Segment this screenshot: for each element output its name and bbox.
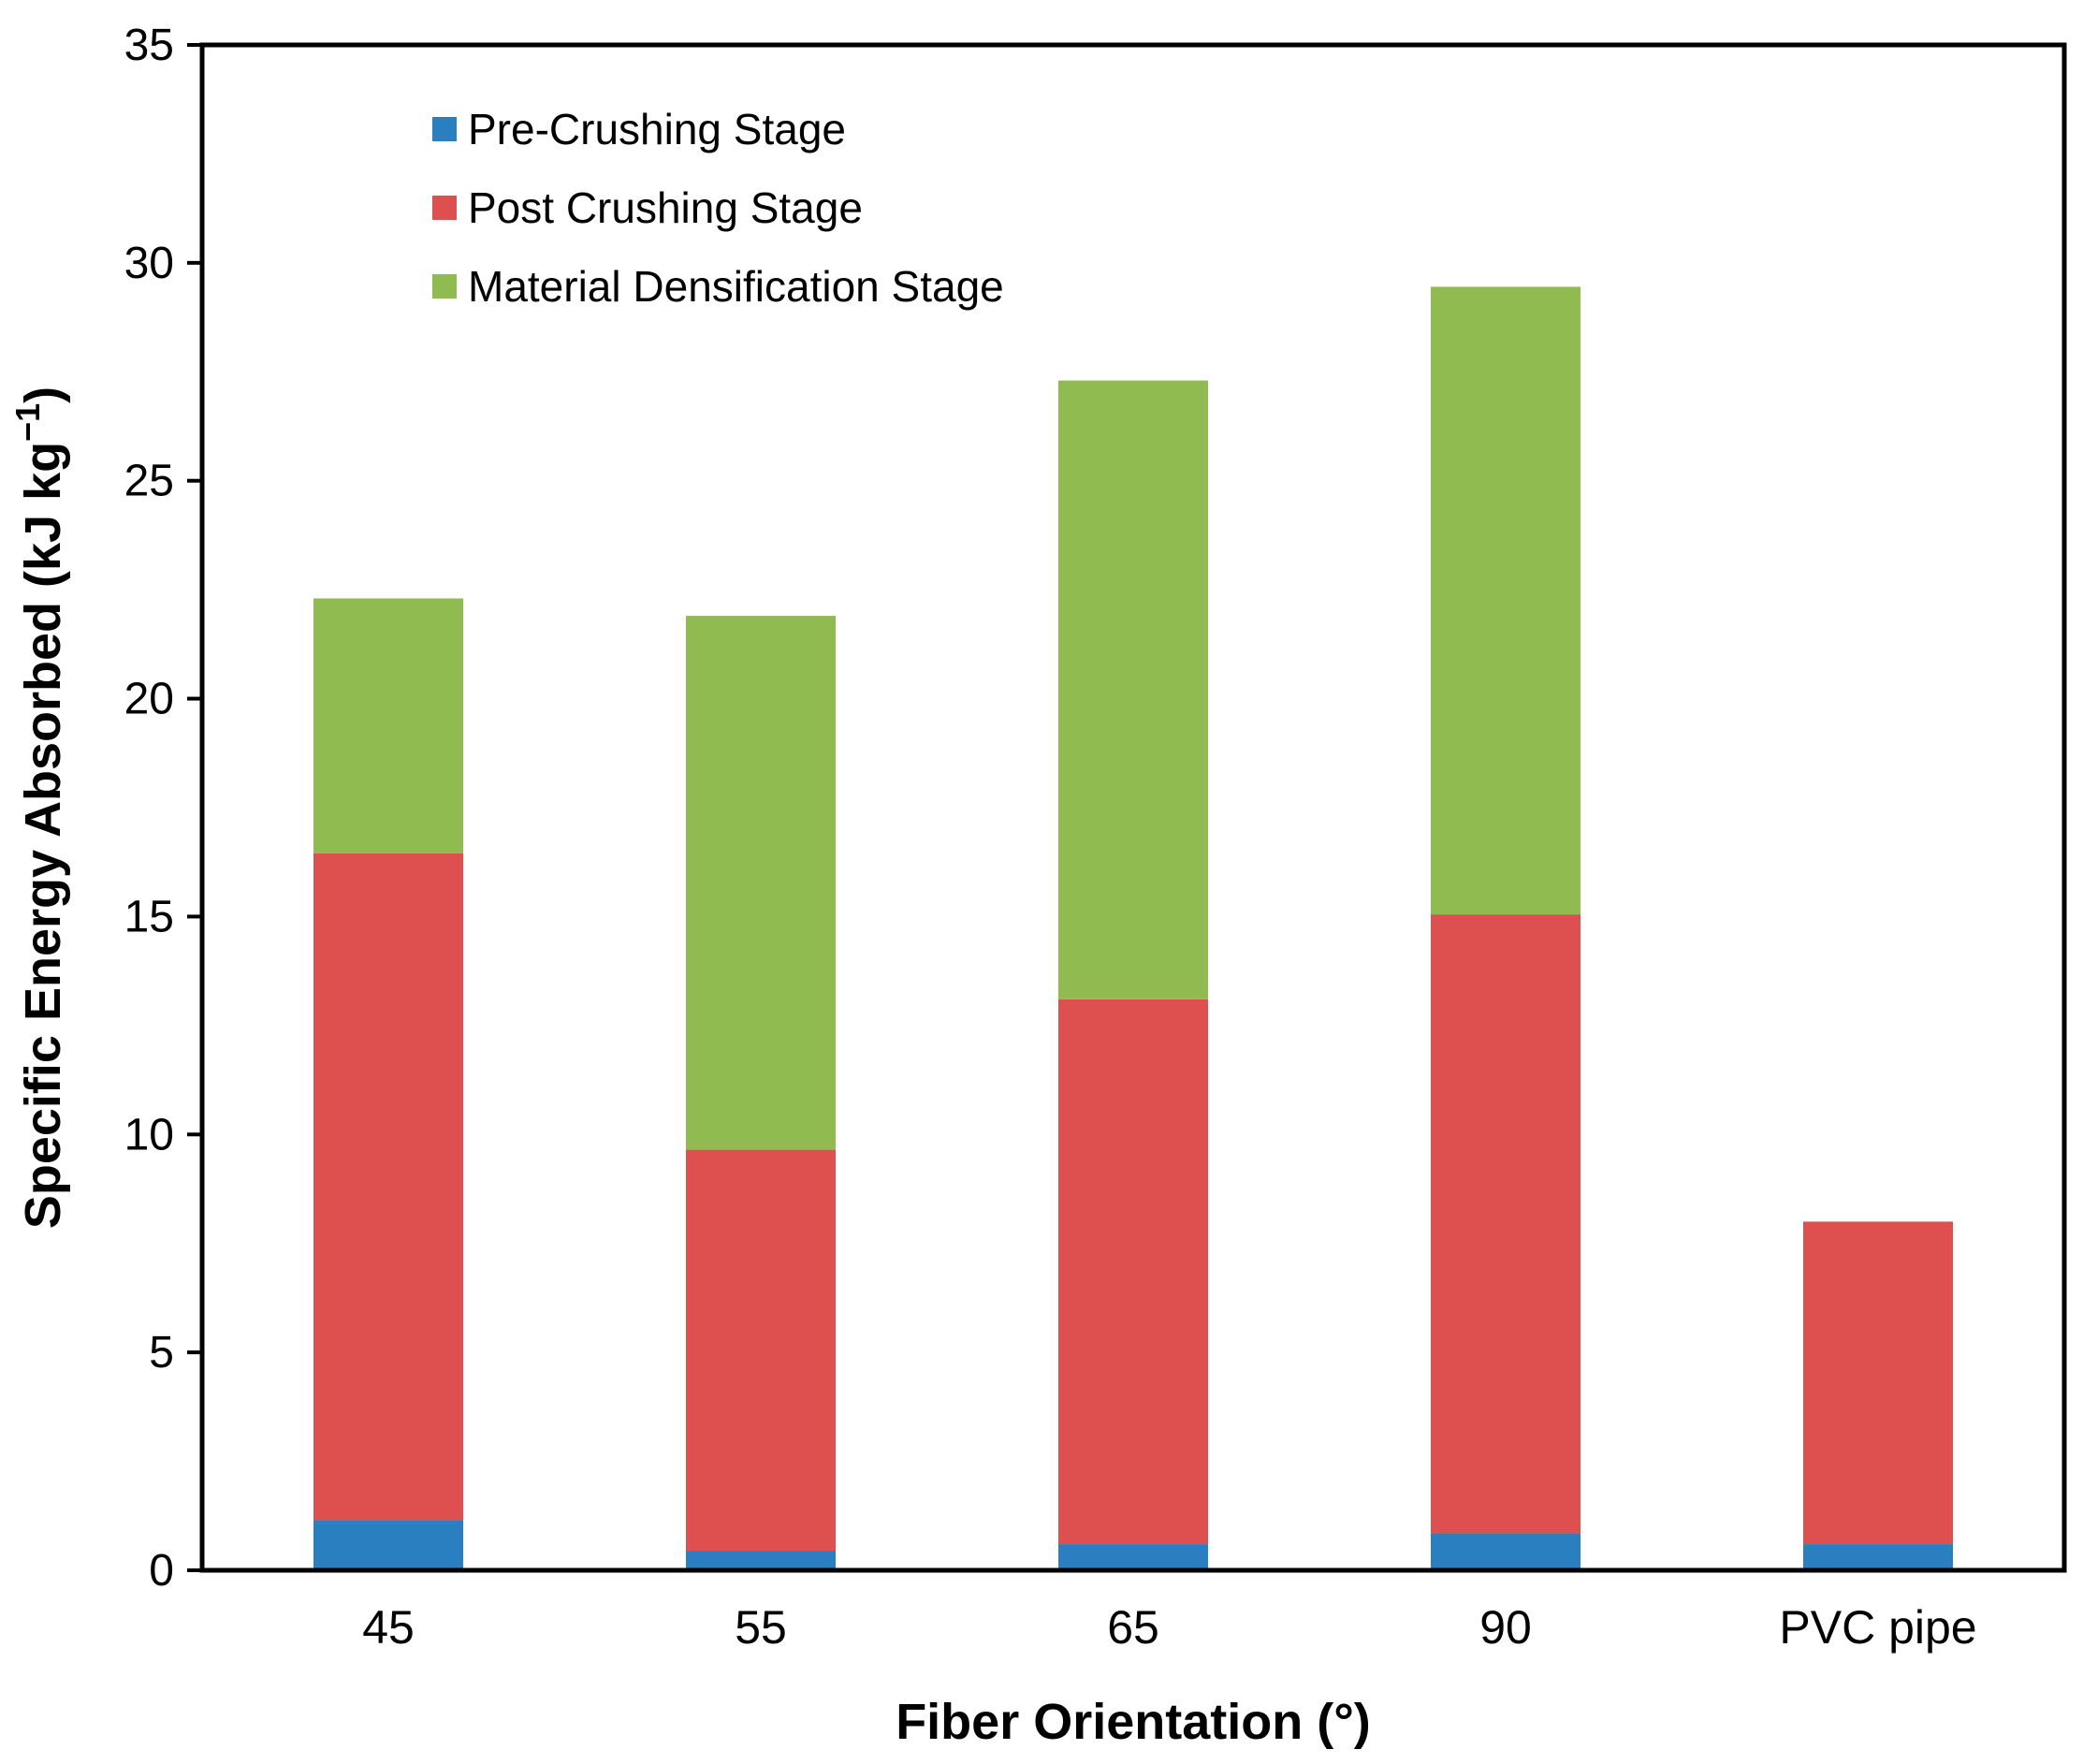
- y-axis-title: Specific Energy Absorbed (kJ kg−1): [8, 386, 71, 1229]
- x-tick-label: PVC pipe: [1779, 1601, 1976, 1654]
- bar-segment: [1058, 1544, 1208, 1570]
- x-axis: 45 55 65 90 PVC pipe: [362, 1601, 1976, 1654]
- bar-segment: [686, 616, 836, 1150]
- bar-segment: [1431, 1533, 1580, 1570]
- y-tick-label: 15: [124, 892, 174, 941]
- x-axis-title: Fiber Orientation (°): [896, 1694, 1371, 1750]
- bar-segment: [1803, 1544, 1953, 1570]
- bars-layer: [313, 286, 1953, 1570]
- legend-swatch: [432, 117, 457, 141]
- bar-segment: [313, 598, 463, 853]
- y-tick-label: 0: [149, 1546, 174, 1596]
- bar-segment: [1803, 1221, 1953, 1545]
- y-tick-label: 30: [124, 239, 174, 288]
- y-tick-label: 5: [149, 1328, 174, 1378]
- bar-segment: [686, 1149, 836, 1552]
- bar-segment: [313, 1520, 463, 1570]
- y-axis-title-main: Specific Energy Absorbed (kJ kg: [15, 442, 71, 1229]
- legend: Pre-Crushing Stage Post Crushing Stage Mat…: [432, 105, 1004, 311]
- x-tick-label: 65: [1107, 1601, 1159, 1654]
- x-tick-label: 45: [362, 1601, 415, 1654]
- legend-swatch: [432, 196, 457, 220]
- x-tick-label: 90: [1479, 1601, 1532, 1654]
- legend-label: Pre-Crushing Stage: [468, 105, 846, 153]
- y-tick-label: 20: [124, 675, 174, 724]
- bar-segment: [1431, 286, 1580, 915]
- bar-segment: [313, 853, 463, 1521]
- legend-label: Post Crushing Stage: [468, 183, 863, 232]
- bar-segment: [1058, 380, 1208, 999]
- legend-swatch: [432, 274, 457, 299]
- y-axis-title-superscript: −1: [8, 403, 47, 442]
- y-tick-label: 25: [124, 457, 174, 506]
- y-tick-label: 35: [124, 21, 174, 70]
- y-axis-title-suffix: ): [15, 386, 71, 403]
- plot-area-frame: [199, 42, 2067, 1573]
- y-tick-label: 10: [124, 1110, 174, 1159]
- x-tick-label: 55: [735, 1601, 787, 1654]
- bar-segment: [1058, 999, 1208, 1545]
- bar-segment: [686, 1551, 836, 1570]
- bar-segment: [1431, 914, 1580, 1534]
- y-axis: 0 5 10 15 20 25 30 35: [124, 21, 202, 1596]
- legend-label: Material Densification Stage: [468, 262, 1004, 311]
